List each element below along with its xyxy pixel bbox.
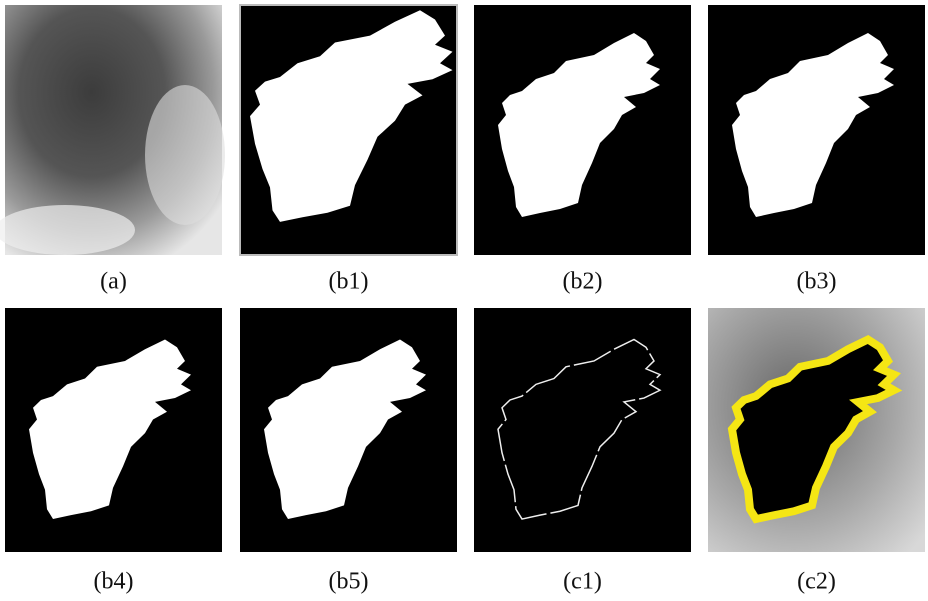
panel-label: (c2)	[797, 569, 836, 595]
bright-region	[145, 85, 225, 225]
edge-background	[474, 308, 691, 552]
figure: (a) (b1) (b2) (b3) (b4) (b5) (c1) (c2)	[0, 0, 928, 601]
panel	[240, 308, 457, 552]
panel	[240, 5, 457, 255]
panel-label: (b1)	[329, 269, 369, 295]
panel-label: (b2)	[563, 269, 603, 295]
panel-label: (b4)	[94, 569, 134, 595]
panel	[474, 5, 691, 255]
bright-region	[0, 205, 135, 255]
page: {"panels": [ {"label": "(a)"}, {"label":…	[0, 0, 928, 601]
panel	[708, 5, 925, 255]
panel	[474, 308, 691, 552]
panel-label: (b5)	[329, 569, 369, 595]
panel	[5, 308, 222, 552]
panel	[0, 5, 225, 255]
panel-label: (a)	[100, 269, 127, 295]
panel-label: (c1)	[563, 569, 602, 595]
panel	[708, 308, 925, 552]
panel-label: (b3)	[797, 269, 837, 295]
